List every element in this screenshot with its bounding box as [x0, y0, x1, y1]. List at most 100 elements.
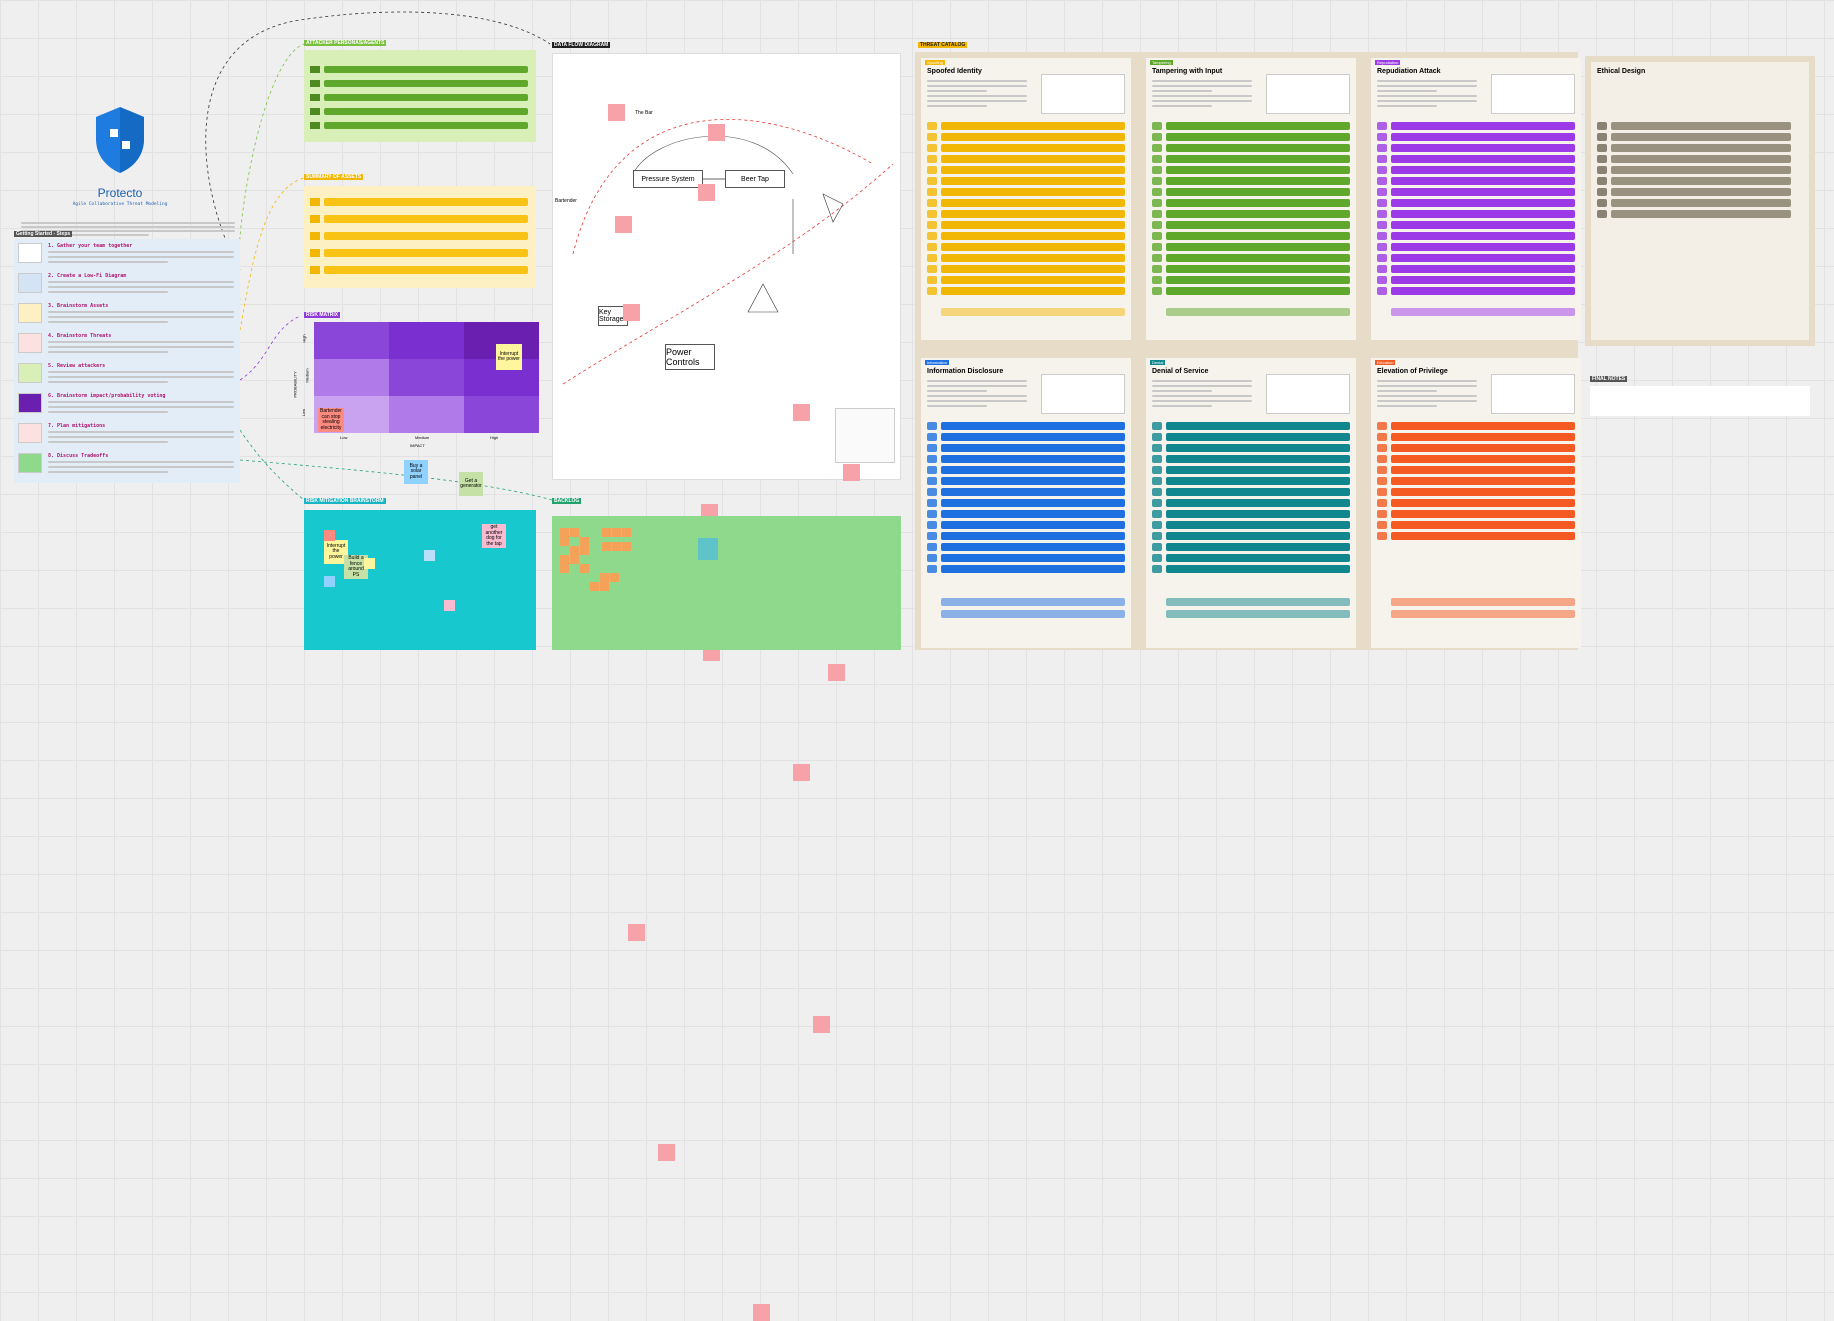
threat-diagram	[1041, 74, 1125, 114]
ethical-chip	[1597, 188, 1607, 196]
threat-panel: Denial Denial of Service	[1146, 358, 1356, 648]
sticky	[612, 528, 621, 537]
threat-chip	[1152, 188, 1162, 196]
threat-chip	[1377, 521, 1387, 529]
threat-card-extra	[1391, 598, 1575, 606]
step-thumb	[18, 333, 42, 353]
app-title: Protecto	[97, 186, 143, 200]
threat-card	[1166, 499, 1350, 507]
threat-card	[941, 422, 1125, 430]
threat-card	[1166, 243, 1350, 251]
desc-line	[1152, 90, 1212, 92]
desc-line	[1377, 85, 1477, 87]
boundary-label: The Bar	[635, 110, 653, 116]
threat-card	[1166, 543, 1350, 551]
step-title: 5. Review attackers	[48, 363, 106, 369]
threat-chip	[1152, 488, 1162, 496]
desc-line	[927, 395, 1027, 397]
mitigation-panel: Interrupt the power Buy a solar panel Buil…	[304, 460, 536, 650]
step-text	[48, 431, 234, 433]
threat-card	[941, 554, 1125, 562]
frame-title: RISK MITIGATION BRAINSTORM	[304, 498, 386, 504]
threat-title: Denial of Service	[1152, 368, 1209, 375]
desc-line	[1377, 390, 1437, 392]
step-text	[48, 381, 168, 383]
ethical-card	[1611, 122, 1791, 130]
persona-chip	[310, 80, 320, 87]
threat-card	[1166, 265, 1350, 273]
threat-chip	[1152, 565, 1162, 573]
step-title: 8. Discuss Tradeoffs	[48, 453, 109, 459]
desc-line	[927, 380, 1027, 382]
step-text	[48, 286, 234, 288]
desc-line	[1377, 395, 1477, 397]
threat-tag: Information	[925, 360, 950, 365]
ethical-chip	[1597, 177, 1607, 185]
threat-card	[1166, 188, 1350, 196]
step-text	[48, 346, 234, 348]
threat-card	[1166, 444, 1350, 452]
ethical-chip	[1597, 122, 1607, 130]
ethical-card	[1611, 188, 1791, 196]
persona-chip	[310, 94, 320, 101]
threat-chip	[1152, 554, 1162, 562]
threat-card	[1166, 521, 1350, 529]
sticky	[600, 582, 609, 591]
threat-card	[1391, 422, 1575, 430]
sticky	[828, 664, 845, 681]
sticky	[623, 304, 640, 321]
threat-card	[941, 188, 1125, 196]
y-axis-label: PROBABILITY	[292, 371, 298, 398]
threat-panel: Elevation Elevation of Privilege	[1371, 358, 1581, 648]
threat-chip	[1152, 477, 1162, 485]
persona-chip	[310, 108, 320, 115]
desc-line	[1152, 400, 1252, 402]
threat-card	[941, 565, 1125, 573]
steps-heading: Getting Started - Steps	[14, 231, 73, 237]
threat-title: Repudiation Attack	[1377, 68, 1441, 75]
threat-diagram	[1266, 74, 1350, 114]
threat-chip	[927, 210, 937, 218]
threat-chip	[927, 188, 937, 196]
threat-card	[1391, 144, 1575, 152]
threat-chip	[1152, 287, 1162, 295]
desc-line	[1152, 100, 1252, 102]
step-thumb	[18, 393, 42, 413]
matrix-cell	[464, 396, 539, 433]
threat-card	[941, 287, 1125, 295]
sticky	[580, 537, 589, 546]
threat-card	[1391, 499, 1575, 507]
frame-title: FINAL NOTES	[1590, 376, 1628, 382]
x-level: Low	[340, 435, 348, 440]
threat-chip	[1152, 422, 1162, 430]
risk-matrix: High Medium Low Low Medium High IMPACT PROBABIL…	[293, 322, 540, 452]
threat-chip	[1377, 455, 1387, 463]
attackers-panel	[304, 50, 536, 142]
threat-card	[1391, 254, 1575, 262]
step-text	[48, 371, 234, 373]
threat-card	[1391, 265, 1575, 273]
threat-panel: Spoofing Spoofed Identity	[921, 58, 1131, 340]
step-text	[48, 466, 234, 468]
threat-chip	[1152, 122, 1162, 130]
desc-line	[1152, 390, 1212, 392]
step-text	[48, 261, 168, 263]
threat-card	[1166, 199, 1350, 207]
threat-card	[1166, 433, 1350, 441]
asset-bar	[324, 198, 528, 206]
threat-chip	[1377, 155, 1387, 163]
persona-chip	[310, 122, 320, 129]
threat-chip	[927, 433, 937, 441]
threat-card	[1166, 221, 1350, 229]
step-thumb	[18, 303, 42, 323]
sticky	[622, 542, 631, 551]
threat-chip	[1377, 532, 1387, 540]
threat-tag: Denial	[1150, 360, 1166, 365]
matrix-cell	[389, 322, 464, 359]
sticky	[560, 564, 569, 573]
threat-chip	[1377, 122, 1387, 130]
threat-chip	[927, 221, 937, 229]
persona-bar	[324, 80, 528, 87]
threat-card	[1391, 510, 1575, 518]
step-thumb	[18, 453, 42, 473]
